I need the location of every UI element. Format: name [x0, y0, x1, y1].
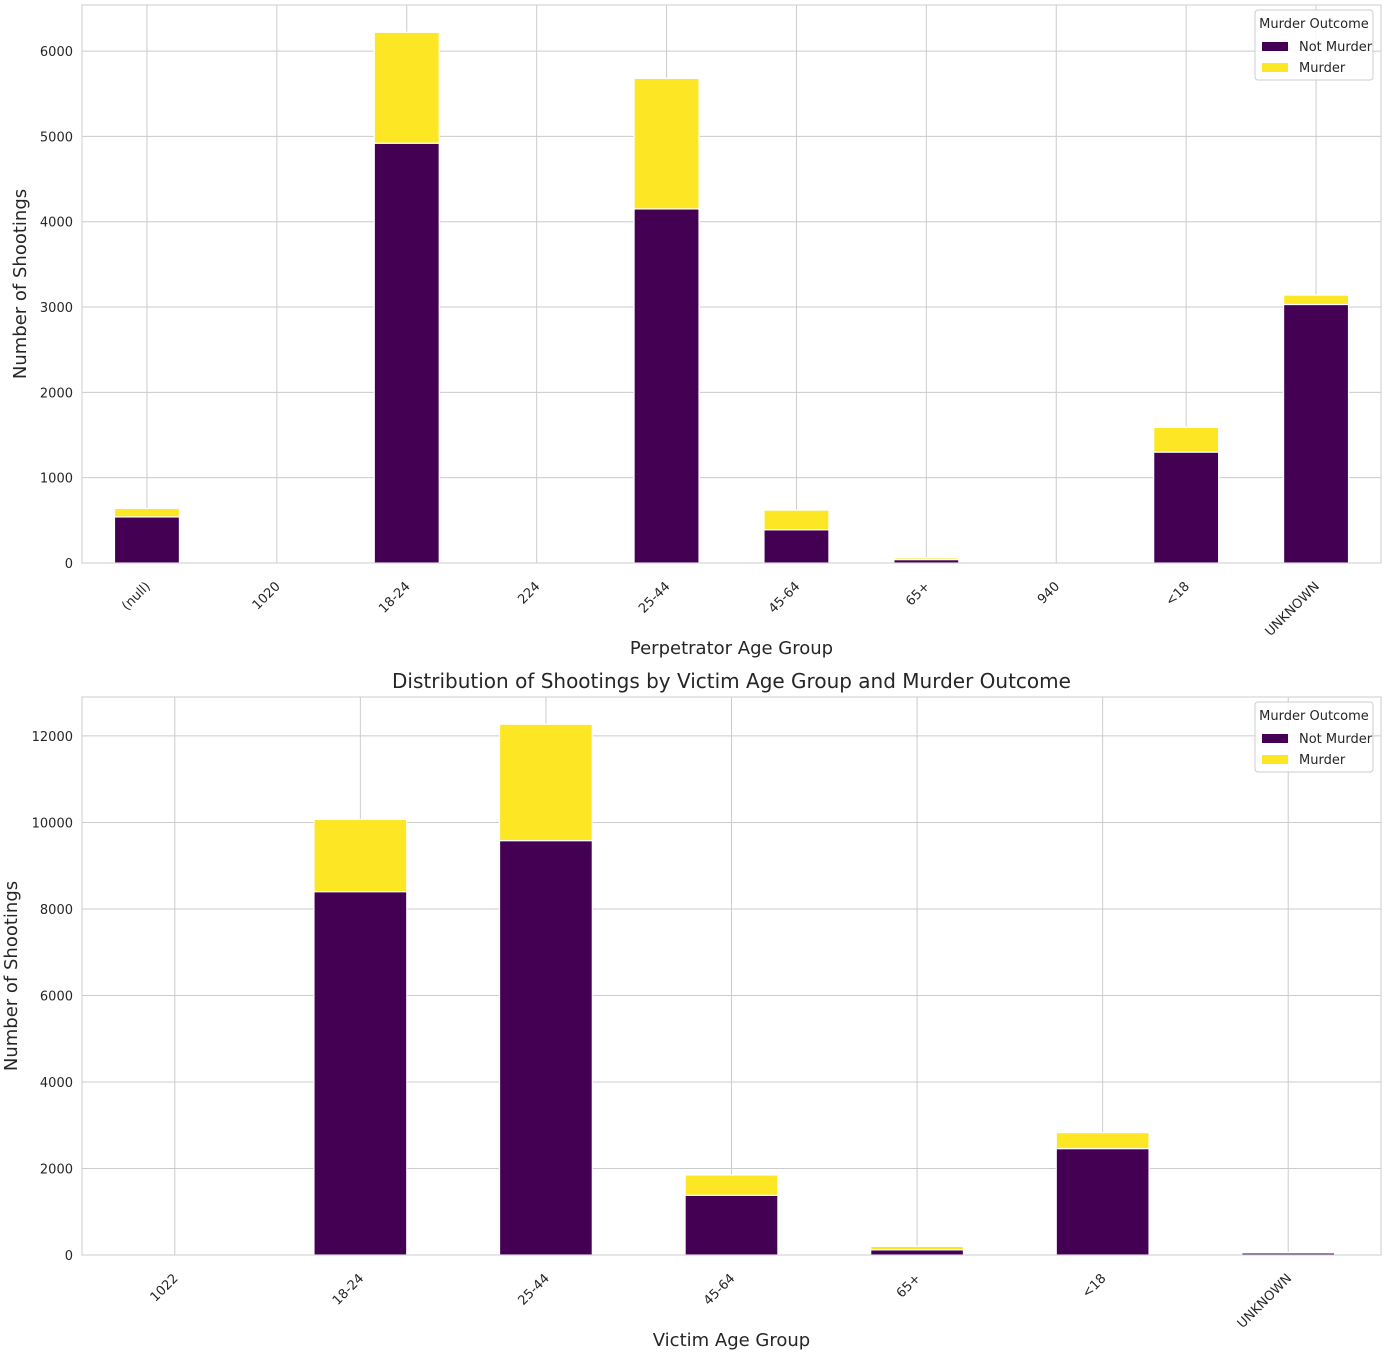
x-tick-label: <18 [1163, 579, 1193, 609]
legend-swatch [1262, 734, 1288, 743]
chart-2: 0 2000 4000 6000 8000 10000 12000 1022 18-24 25-4… [1, 669, 1381, 1351]
bar-not-murder [764, 530, 829, 563]
bar-murder [634, 78, 699, 209]
bar-not-murder [500, 841, 593, 1255]
x-tick-label: 224 [515, 579, 543, 607]
chart-title: Distribution of Shootings by Victim Age … [392, 669, 1071, 693]
y-tick-label: 0 [65, 1249, 73, 1264]
x-tick-label: 1022 [148, 1271, 182, 1305]
legend-title: Murder Outcome [1259, 17, 1369, 32]
bar-not-murder [1056, 1149, 1149, 1255]
legend: Murder Outcome Not Murder Murder [1255, 10, 1373, 80]
x-axis-label: Victim Age Group [653, 1330, 810, 1351]
bar-murder [764, 510, 829, 530]
x-tick-label: UNKNOWN [1235, 1271, 1295, 1331]
x-tick-label: <18 [1079, 1271, 1109, 1301]
y-tick-label: 5000 [40, 130, 73, 145]
bar-murder [894, 558, 959, 560]
x-axis-label: Perpetrator Age Group [630, 638, 833, 659]
y-tick-label: 12000 [32, 730, 73, 745]
x-tick-label: 65+ [903, 579, 933, 609]
bar-murder [871, 1246, 964, 1249]
y-tick-label: 6000 [40, 45, 73, 60]
bar-not-murder [374, 143, 439, 563]
y-tick-label: 6000 [40, 989, 73, 1004]
bar-murder [1056, 1133, 1149, 1149]
y-axis-label: Number of Shootings [1, 881, 22, 1071]
bar-not-murder [114, 517, 179, 563]
y-tick-label: 2000 [40, 386, 73, 401]
y-tick-label: 1000 [40, 472, 73, 487]
bar-murder [374, 32, 439, 143]
x-tick-label: 25-44 [515, 1271, 552, 1308]
bar-murder [1284, 295, 1349, 304]
legend-title: Murder Outcome [1259, 709, 1369, 724]
bar-not-murder [314, 892, 407, 1255]
x-tick-label: (null) [119, 579, 154, 614]
bar-not-murder [685, 1195, 778, 1255]
legend-swatch [1262, 755, 1288, 764]
legend-label: Not Murder [1299, 40, 1373, 55]
bar-murder [314, 819, 407, 891]
bar-not-murder [1154, 452, 1219, 563]
legend-label: Murder [1299, 753, 1346, 768]
x-tick-label: 45-64 [701, 1271, 738, 1308]
y-tick-label: 4000 [40, 216, 73, 231]
bar-murder [1154, 427, 1219, 452]
legend-label: Not Murder [1299, 732, 1373, 747]
chart-1: 0 1000 2000 3000 4000 5000 6000 (null) 1020 18-24… [10, 5, 1381, 659]
x-tick-label: 18-24 [330, 1271, 367, 1308]
bar-not-murder [1284, 304, 1349, 563]
x-tick-label: 65+ [894, 1271, 924, 1301]
y-tick-label: 10000 [32, 816, 73, 831]
x-tick-label: 1020 [250, 579, 284, 613]
y-tick-label: 3000 [40, 301, 73, 316]
y-axis-label: Number of Shootings [10, 189, 31, 379]
legend-swatch [1262, 42, 1288, 51]
y-tick-label: 2000 [40, 1162, 73, 1177]
x-tick-label: 940 [1035, 579, 1063, 607]
legend-label: Murder [1299, 61, 1346, 76]
x-tick-label: UNKNOWN [1263, 579, 1323, 639]
x-tick-label: 18-24 [376, 579, 413, 616]
bar-not-murder [634, 209, 699, 563]
bar-not-murder [871, 1250, 964, 1255]
x-tick-label: 45-64 [766, 579, 803, 616]
legend: Murder Outcome Not Murder Murder [1255, 702, 1373, 772]
bar-murder [114, 508, 179, 517]
bar-murder [500, 724, 593, 840]
bar-murder [685, 1175, 778, 1195]
x-tick-label: 25-44 [636, 579, 673, 616]
y-tick-label: 4000 [40, 1076, 73, 1091]
y-tick-label: 0 [65, 557, 73, 572]
legend-swatch [1262, 63, 1288, 72]
y-tick-label: 8000 [40, 903, 73, 918]
